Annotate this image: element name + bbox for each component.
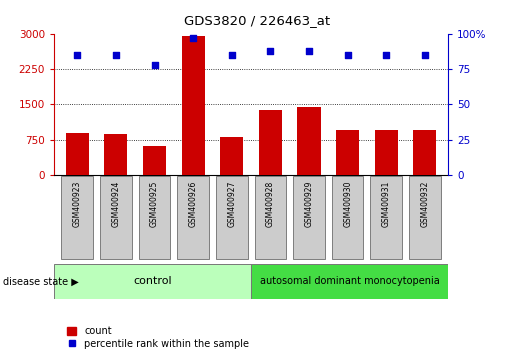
Bar	[182, 36, 205, 175]
Point	[189, 35, 197, 41]
Point	[305, 48, 313, 53]
Text: GSM400932: GSM400932	[420, 180, 430, 227]
FancyBboxPatch shape	[216, 176, 248, 259]
Point	[421, 52, 429, 58]
Text: GSM400926: GSM400926	[188, 180, 198, 227]
Point	[150, 62, 159, 68]
Point	[382, 52, 390, 58]
Bar	[65, 133, 89, 175]
FancyBboxPatch shape	[409, 176, 441, 259]
Point	[73, 52, 81, 58]
FancyBboxPatch shape	[332, 176, 364, 259]
Text: GDS3820 / 226463_at: GDS3820 / 226463_at	[184, 14, 331, 27]
Point	[228, 52, 236, 58]
FancyBboxPatch shape	[61, 176, 93, 259]
Bar	[298, 107, 320, 175]
FancyBboxPatch shape	[293, 176, 325, 259]
Text: control: control	[133, 276, 172, 286]
Text: GSM400925: GSM400925	[150, 180, 159, 227]
Bar	[375, 130, 398, 175]
Point	[266, 48, 274, 53]
Text: GSM400929: GSM400929	[304, 180, 314, 227]
Point	[344, 52, 352, 58]
FancyBboxPatch shape	[254, 176, 286, 259]
Bar	[143, 146, 166, 175]
Bar	[104, 134, 128, 175]
Bar	[259, 110, 282, 175]
FancyBboxPatch shape	[54, 264, 251, 299]
Text: GSM400928: GSM400928	[266, 180, 275, 227]
Text: GSM400924: GSM400924	[111, 180, 121, 227]
Bar	[220, 137, 243, 175]
Text: disease state ▶: disease state ▶	[3, 276, 78, 286]
Text: GSM400927: GSM400927	[227, 180, 236, 227]
Legend: count, percentile rank within the sample: count, percentile rank within the sample	[66, 326, 249, 349]
Text: autosomal dominant monocytopenia: autosomal dominant monocytopenia	[260, 276, 439, 286]
Bar	[413, 130, 437, 175]
FancyBboxPatch shape	[177, 176, 209, 259]
FancyBboxPatch shape	[251, 264, 448, 299]
Point	[112, 52, 120, 58]
Text: GSM400930: GSM400930	[343, 180, 352, 227]
Text: GSM400931: GSM400931	[382, 180, 391, 227]
FancyBboxPatch shape	[370, 176, 402, 259]
FancyBboxPatch shape	[100, 176, 132, 259]
Text: GSM400923: GSM400923	[73, 180, 82, 227]
Bar	[336, 130, 359, 175]
FancyBboxPatch shape	[139, 176, 170, 259]
